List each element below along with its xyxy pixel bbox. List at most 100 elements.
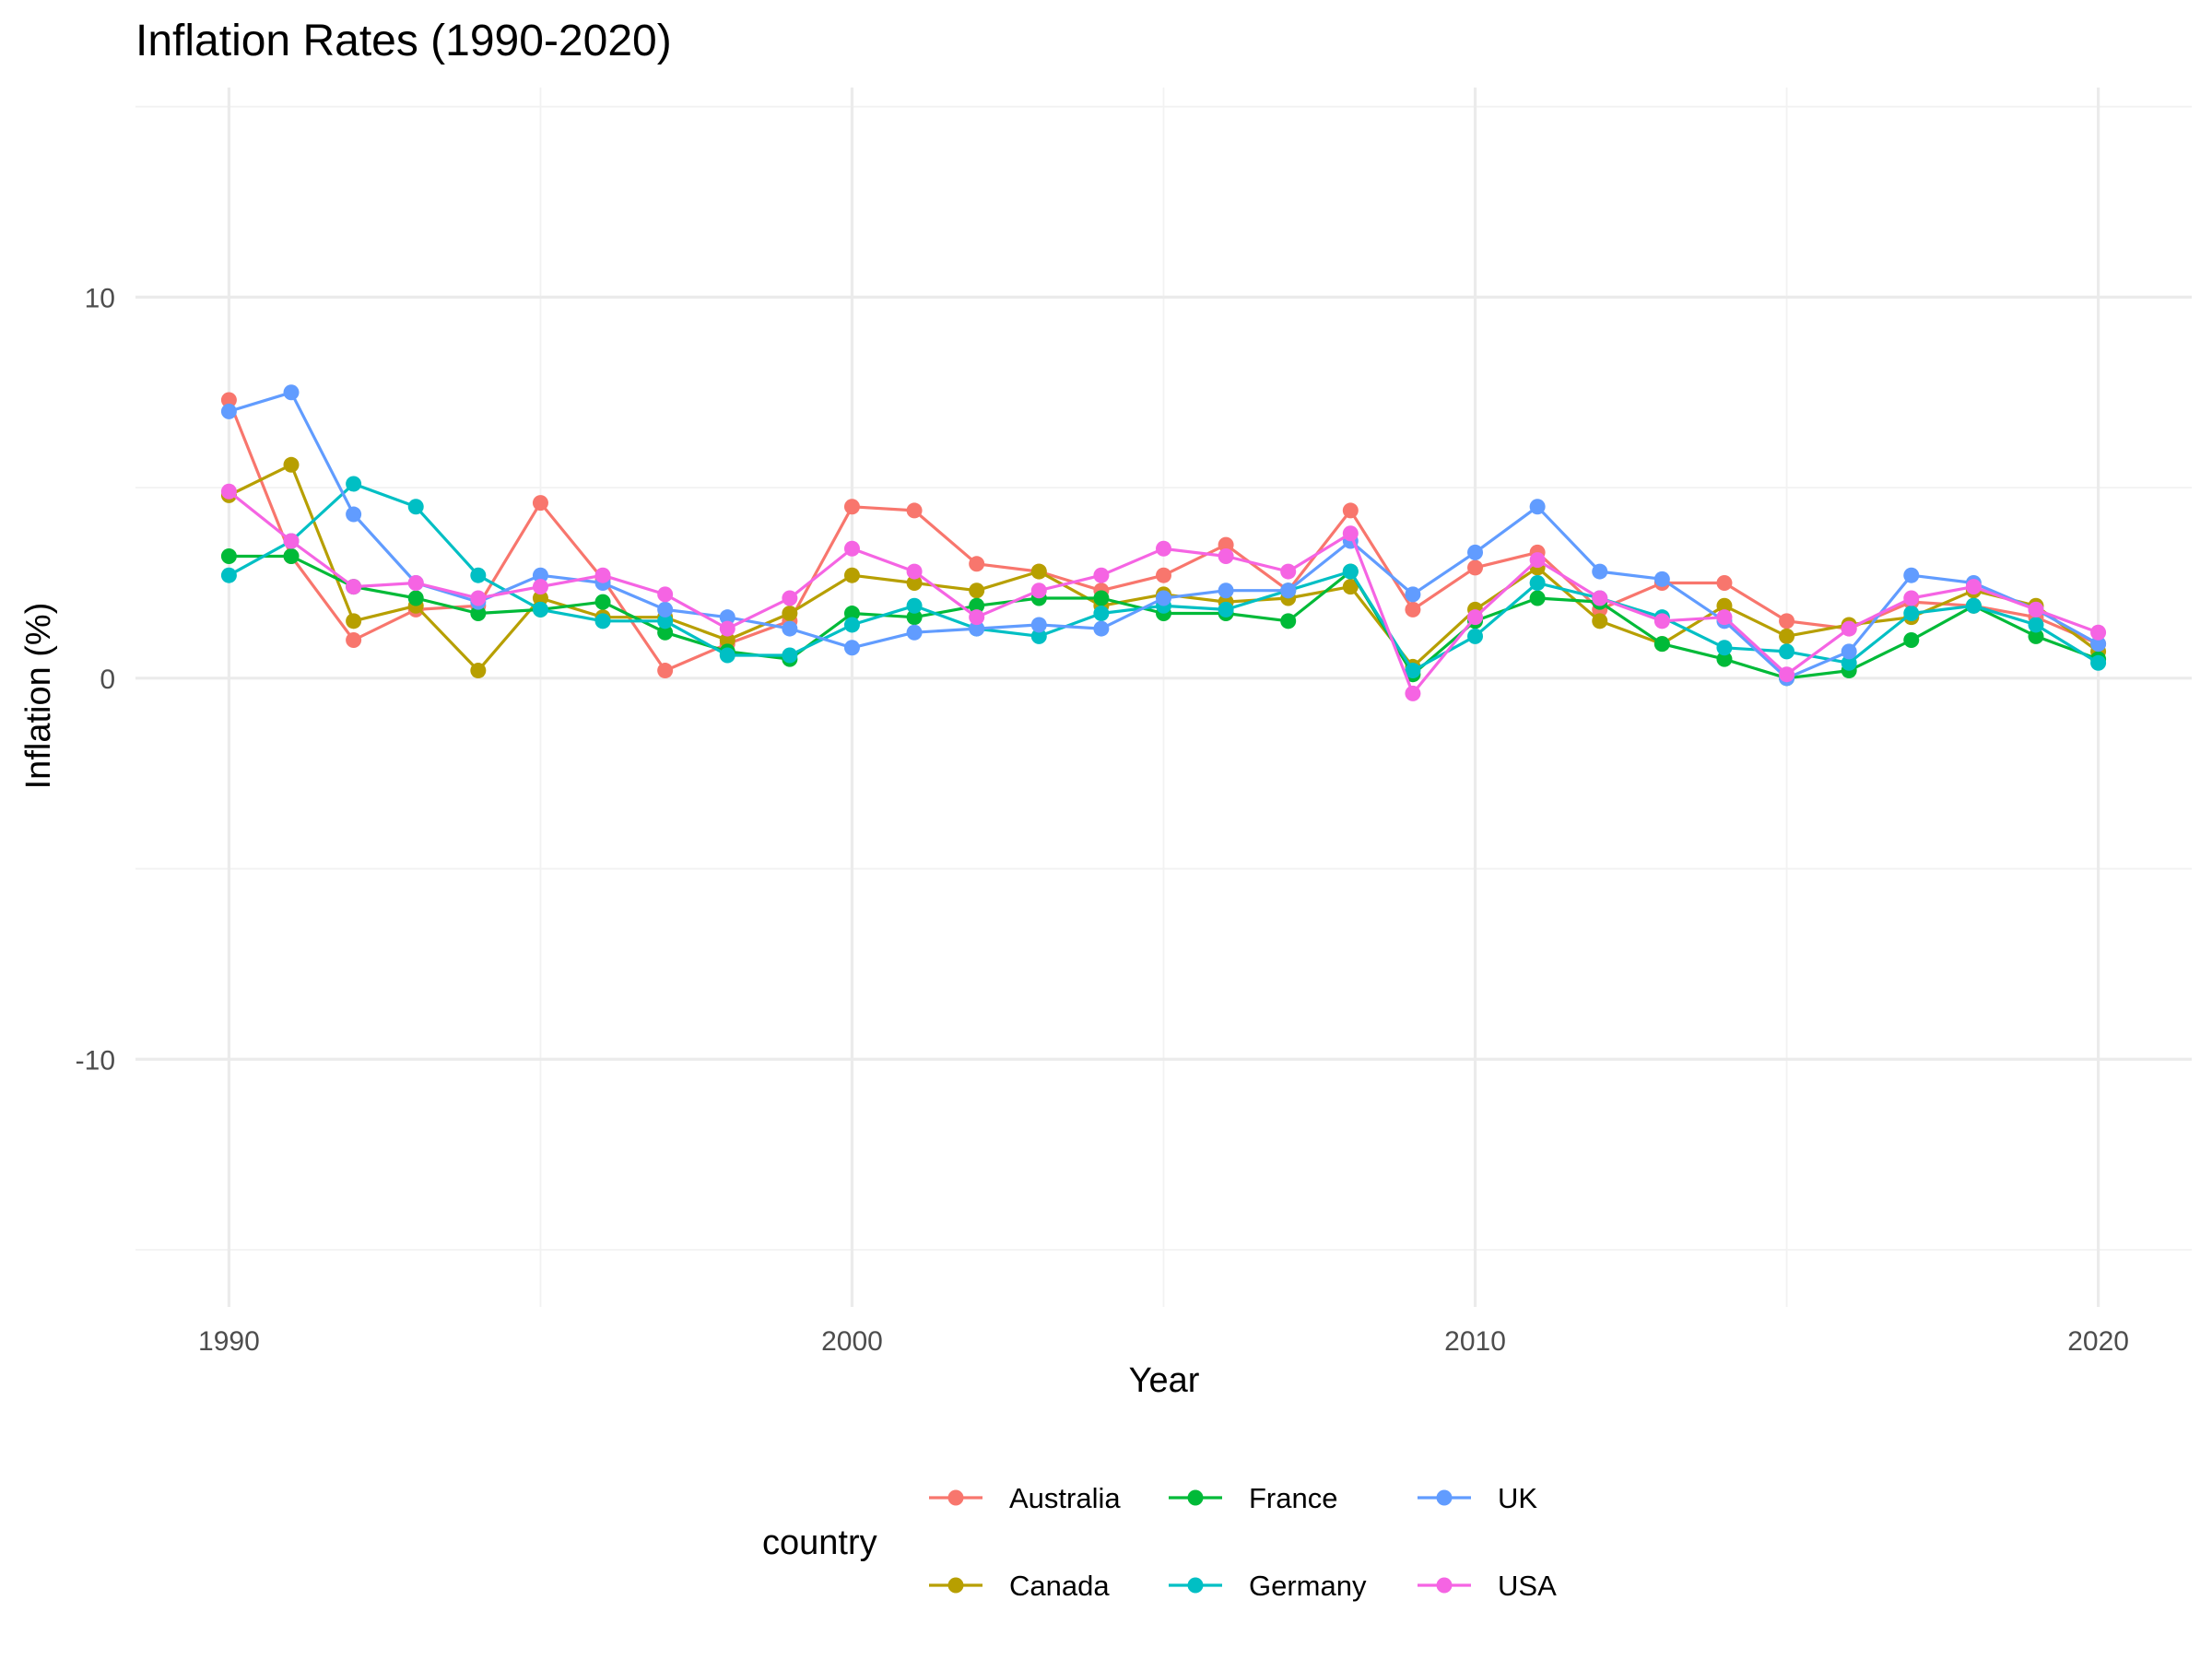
data-point-usa bbox=[1093, 567, 1110, 583]
data-point-france bbox=[1653, 636, 1670, 653]
data-point-germany bbox=[594, 613, 611, 629]
data-point-uk bbox=[1592, 563, 1608, 580]
data-point-usa bbox=[407, 574, 424, 591]
data-point-usa bbox=[1280, 563, 1297, 580]
legend-label: Australia bbox=[1009, 1482, 1121, 1514]
legend-key-point bbox=[1436, 1489, 1453, 1506]
data-point-uk bbox=[719, 609, 735, 626]
data-point-germany bbox=[1841, 654, 1857, 671]
data-point-australia bbox=[1342, 502, 1359, 519]
data-point-uk bbox=[782, 620, 798, 637]
data-point-uk bbox=[1280, 582, 1297, 599]
data-point-germany bbox=[532, 601, 548, 618]
data-point-canada bbox=[283, 456, 300, 473]
data-point-usa bbox=[283, 533, 300, 549]
data-point-usa bbox=[2090, 624, 2107, 641]
series-uk bbox=[220, 384, 2107, 687]
data-point-germany bbox=[906, 597, 923, 614]
legend-label: USA bbox=[1498, 1570, 1557, 1602]
data-point-usa bbox=[969, 609, 985, 626]
data-point-germany bbox=[1093, 606, 1110, 622]
series-layer bbox=[220, 384, 2107, 701]
data-point-uk bbox=[906, 624, 923, 641]
legend-item-germany: Germany bbox=[1169, 1570, 1367, 1602]
data-point-australia bbox=[1779, 613, 1795, 629]
data-point-germany bbox=[1903, 606, 1920, 622]
data-point-canada bbox=[532, 590, 548, 606]
data-point-germany bbox=[407, 499, 424, 515]
data-point-usa bbox=[1529, 552, 1546, 569]
data-point-germany bbox=[719, 647, 735, 664]
data-point-uk bbox=[969, 620, 985, 637]
data-point-france bbox=[220, 548, 237, 565]
legend-key-point bbox=[947, 1577, 964, 1594]
data-point-germany bbox=[657, 613, 674, 629]
data-point-france bbox=[594, 594, 611, 610]
data-point-uk bbox=[843, 640, 860, 656]
data-point-usa bbox=[1592, 590, 1608, 606]
data-point-canada bbox=[1342, 579, 1359, 595]
data-point-uk bbox=[1405, 586, 1421, 603]
legend-title: country bbox=[762, 1524, 877, 1562]
data-point-germany bbox=[1030, 628, 1047, 644]
data-point-germany bbox=[2028, 617, 2044, 633]
data-point-uk bbox=[657, 601, 674, 618]
data-point-canada bbox=[1716, 597, 1733, 614]
data-point-canada bbox=[346, 613, 362, 629]
series-usa bbox=[220, 483, 2107, 701]
data-point-germany bbox=[220, 567, 237, 583]
data-point-usa bbox=[782, 590, 798, 606]
data-point-france bbox=[283, 548, 300, 565]
data-point-uk bbox=[283, 384, 300, 401]
data-point-canada bbox=[1592, 613, 1608, 629]
x-tick-label: 1990 bbox=[198, 1326, 260, 1357]
data-point-uk bbox=[1529, 499, 1546, 515]
data-point-france bbox=[407, 590, 424, 606]
legend-item-australia: Australia bbox=[929, 1482, 1121, 1514]
legend-item-usa: USA bbox=[1418, 1570, 1557, 1602]
data-point-canada bbox=[843, 567, 860, 583]
data-point-france bbox=[1716, 651, 1733, 667]
legend-key-point bbox=[947, 1489, 964, 1506]
y-axis-title: Inflation (%) bbox=[19, 603, 58, 790]
data-point-usa bbox=[843, 540, 860, 557]
data-point-usa bbox=[1653, 613, 1670, 629]
data-point-france bbox=[969, 597, 985, 614]
tick-label-layer: 1990 2000 2010 2020 -10 0 10 bbox=[76, 283, 2129, 1357]
data-point-australia bbox=[969, 556, 985, 572]
data-point-usa bbox=[719, 620, 735, 637]
data-point-canada bbox=[719, 631, 735, 648]
data-point-canada bbox=[969, 582, 985, 599]
data-point-france bbox=[657, 624, 674, 641]
data-point-uk bbox=[1841, 643, 1857, 660]
data-point-usa bbox=[532, 579, 548, 595]
data-point-germany bbox=[1965, 597, 1982, 614]
data-point-australia bbox=[906, 502, 923, 519]
legend-item-france: France bbox=[1169, 1482, 1337, 1514]
data-point-germany bbox=[1405, 663, 1421, 679]
data-point-usa bbox=[1965, 579, 1982, 595]
data-point-france bbox=[470, 606, 487, 622]
data-point-australia bbox=[657, 663, 674, 679]
data-point-germany bbox=[470, 567, 487, 583]
series-germany bbox=[220, 476, 2107, 679]
legend-label: France bbox=[1249, 1482, 1337, 1514]
data-point-germany bbox=[1467, 628, 1484, 644]
data-point-australia bbox=[1467, 559, 1484, 576]
data-point-usa bbox=[1903, 590, 1920, 606]
data-point-usa bbox=[1841, 620, 1857, 637]
data-point-usa bbox=[1030, 582, 1047, 599]
data-point-germany bbox=[346, 476, 362, 492]
chart-title: Inflation Rates (1990-2020) bbox=[135, 17, 672, 65]
data-point-uk bbox=[532, 567, 548, 583]
data-point-uk bbox=[1467, 544, 1484, 560]
data-point-usa bbox=[1467, 609, 1484, 626]
data-point-australia bbox=[1156, 567, 1171, 583]
data-point-france bbox=[906, 609, 923, 626]
data-point-canada bbox=[1030, 563, 1047, 580]
data-point-canada bbox=[906, 574, 923, 591]
data-point-uk bbox=[2090, 636, 2107, 653]
data-point-usa bbox=[1156, 540, 1171, 557]
data-point-usa bbox=[1716, 609, 1733, 626]
